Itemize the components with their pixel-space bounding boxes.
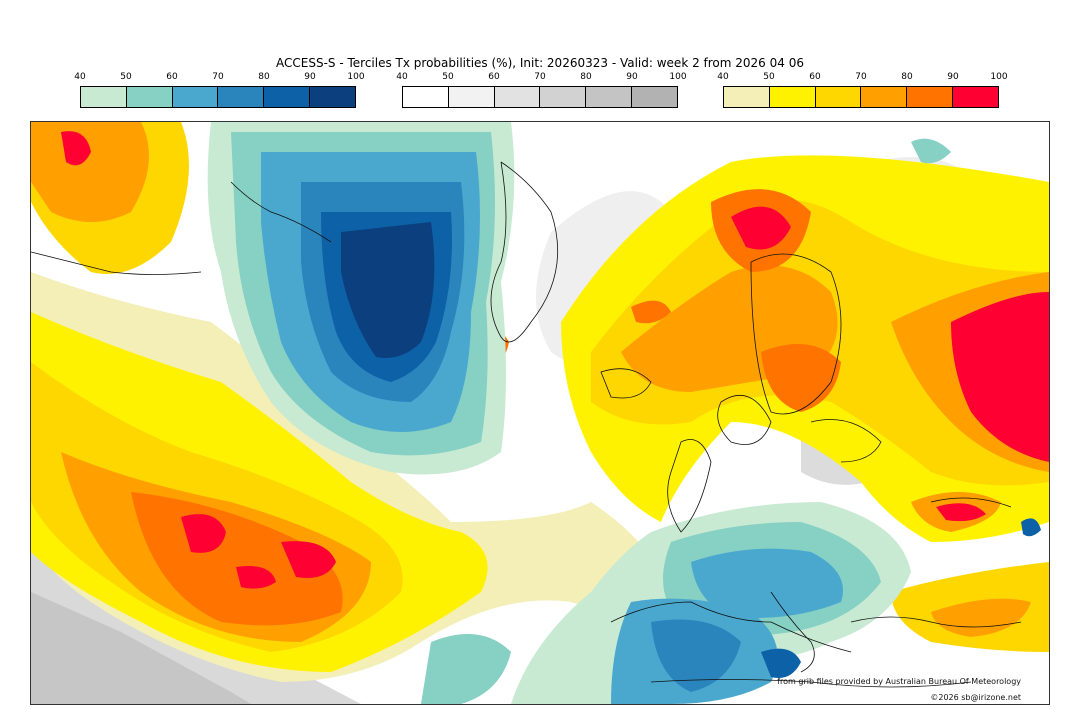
legend-below-normal: 40 50 60 70 80 90 100 bbox=[74, 72, 365, 108]
legend-ticks: 40 50 60 70 80 90 100 bbox=[74, 72, 364, 86]
legend-swatch bbox=[861, 87, 908, 107]
above-normal-areas bbox=[31, 122, 1049, 682]
legend-colorbar bbox=[402, 86, 678, 108]
legend-tick: 50 bbox=[763, 72, 775, 82]
legend-swatch bbox=[815, 87, 862, 107]
legend-tick: 50 bbox=[120, 72, 132, 82]
legend-tick: 60 bbox=[809, 72, 821, 82]
legend-colorbar bbox=[80, 86, 356, 108]
map-canvas bbox=[31, 122, 1049, 704]
legend-swatch bbox=[632, 87, 677, 107]
legend-swatch bbox=[264, 87, 311, 107]
legend-tick: 40 bbox=[717, 72, 729, 82]
legend-tick: 90 bbox=[947, 72, 959, 82]
legend-swatch bbox=[586, 87, 633, 107]
legend-ticks: 40 50 60 70 80 90 100 bbox=[717, 72, 1007, 86]
legend-tick: 60 bbox=[488, 72, 500, 82]
legend-tick: 50 bbox=[442, 72, 454, 82]
legend-tick: 70 bbox=[855, 72, 867, 82]
legend-swatch bbox=[448, 87, 495, 107]
map-title: ACCESS-S - Terciles Tx probabilities (%)… bbox=[276, 56, 804, 70]
legend-tick: 100 bbox=[990, 72, 1008, 82]
coastlines bbox=[31, 161, 1022, 688]
legend-swatch bbox=[172, 87, 219, 107]
data-source-credit: from grib files provided by Australian B… bbox=[777, 677, 1021, 686]
legend-swatch bbox=[769, 87, 816, 107]
below-normal-areas bbox=[207, 122, 1041, 704]
legend-swatch bbox=[403, 87, 449, 107]
legend-tick: 70 bbox=[212, 72, 224, 82]
legend-swatch bbox=[81, 87, 127, 107]
legend-above-normal: 40 50 60 70 80 90 100 bbox=[717, 72, 1008, 108]
legend-tick: 60 bbox=[166, 72, 178, 82]
legend-tick: 100 bbox=[347, 72, 365, 82]
legend-tick: 90 bbox=[304, 72, 316, 82]
legend-swatch bbox=[310, 87, 355, 107]
legend-colorbar bbox=[723, 86, 999, 108]
legend-ticks: 40 50 60 70 80 90 100 bbox=[396, 72, 686, 86]
copyright-credit: ©2026 sb@irizone.net bbox=[930, 693, 1021, 702]
legend-tick: 80 bbox=[580, 72, 592, 82]
legend-tick: 90 bbox=[626, 72, 638, 82]
legend-near-normal: 40 50 60 70 80 90 100 bbox=[396, 72, 687, 108]
legend-swatch bbox=[953, 87, 998, 107]
legend-swatch bbox=[540, 87, 587, 107]
legend-tick: 80 bbox=[901, 72, 913, 82]
legend-swatch bbox=[724, 87, 770, 107]
legend-tick: 100 bbox=[669, 72, 687, 82]
legend-swatch bbox=[218, 87, 265, 107]
legend-swatch bbox=[126, 87, 173, 107]
legend-tick: 40 bbox=[74, 72, 86, 82]
legend-tick: 70 bbox=[534, 72, 546, 82]
legend-tick: 40 bbox=[396, 72, 408, 82]
probability-map[interactable]: from grib files provided by Australian B… bbox=[30, 121, 1050, 705]
legend-tick: 80 bbox=[258, 72, 270, 82]
legend-swatch bbox=[494, 87, 541, 107]
legend-swatch bbox=[907, 87, 954, 107]
